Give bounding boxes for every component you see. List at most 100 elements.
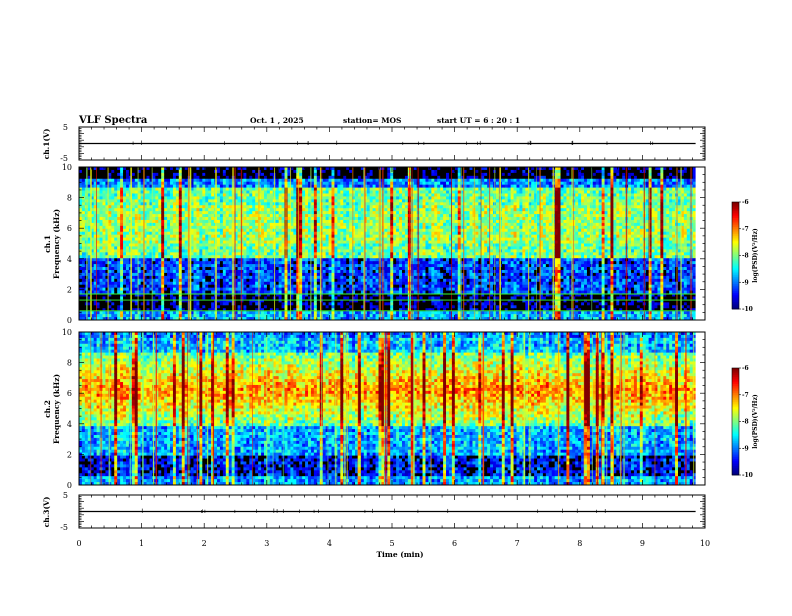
heatmap-cell bbox=[173, 273, 176, 276]
heatmap-cell bbox=[158, 311, 161, 314]
heatmap-cell bbox=[329, 311, 332, 314]
heatmap-cell bbox=[147, 211, 150, 214]
heatmap-cell bbox=[167, 182, 170, 185]
heatmap-cell bbox=[173, 244, 176, 247]
heatmap-cell bbox=[164, 282, 167, 285]
heatmap-cell bbox=[182, 193, 185, 196]
heatmap-cell bbox=[199, 252, 202, 255]
heatmap-cell bbox=[182, 232, 185, 235]
heatmap-cell bbox=[264, 220, 267, 223]
heatmap-cell bbox=[185, 202, 188, 205]
heatmap-cell bbox=[311, 167, 314, 170]
heatmap-cell bbox=[176, 276, 179, 279]
heatmap-cell bbox=[202, 188, 205, 191]
heatmap-cell bbox=[334, 261, 337, 264]
heatmap-cell bbox=[185, 182, 188, 185]
heatmap-cell bbox=[202, 232, 205, 235]
heatmap-cell bbox=[194, 185, 197, 188]
heatmap-cell bbox=[326, 232, 329, 235]
heatmap-cell bbox=[196, 217, 199, 220]
heatmap-cell bbox=[120, 314, 123, 317]
heatmap-cell bbox=[173, 249, 176, 252]
heatmap-cell bbox=[282, 205, 285, 208]
heatmap-cell bbox=[299, 226, 302, 229]
heatmap-cell bbox=[249, 305, 252, 308]
heatmap-cell bbox=[100, 232, 103, 235]
heatmap-cell bbox=[332, 173, 335, 176]
heatmap-cell bbox=[255, 302, 258, 305]
heatmap-cell bbox=[155, 255, 158, 258]
heatmap-cell bbox=[170, 182, 173, 185]
heatmap-cell bbox=[97, 302, 100, 305]
heatmap-cell bbox=[217, 185, 220, 188]
heatmap-cell bbox=[120, 279, 123, 282]
heatmap-cell bbox=[293, 193, 296, 196]
heatmap-cell bbox=[293, 170, 296, 173]
heatmap-cell bbox=[158, 285, 161, 288]
heatmap-cell bbox=[170, 314, 173, 317]
heatmap-cell bbox=[302, 279, 305, 282]
heatmap-cell bbox=[196, 199, 199, 202]
heatmap-cell bbox=[343, 246, 346, 249]
heatmap-cell bbox=[267, 279, 270, 282]
heatmap-cell bbox=[261, 291, 264, 294]
heatmap-cell bbox=[108, 255, 111, 258]
heatmap-cell bbox=[279, 288, 282, 291]
heatmap-cell bbox=[164, 205, 167, 208]
heatmap-cell bbox=[282, 199, 285, 202]
heatmap-cell bbox=[326, 202, 329, 205]
heatmap-cell bbox=[114, 264, 117, 267]
heatmap-cell bbox=[167, 167, 170, 170]
heatmap-cell bbox=[267, 179, 270, 182]
heatmap-cell bbox=[332, 302, 335, 305]
heatmap-cell bbox=[337, 185, 340, 188]
heatmap-cell bbox=[126, 196, 129, 199]
heatmap-cell bbox=[179, 264, 182, 267]
heatmap-cell bbox=[120, 223, 123, 226]
heatmap-cell bbox=[346, 235, 349, 238]
heatmap-cell bbox=[205, 305, 208, 308]
heatmap-cell bbox=[205, 288, 208, 291]
heatmap-cell bbox=[120, 211, 123, 214]
heatmap-cell bbox=[164, 302, 167, 305]
heatmap-cell bbox=[202, 202, 205, 205]
heatmap-cell bbox=[185, 238, 188, 241]
heatmap-cell bbox=[182, 199, 185, 202]
heatmap-cell bbox=[111, 246, 114, 249]
heatmap-cell bbox=[270, 276, 273, 279]
heatmap-cell bbox=[179, 311, 182, 314]
heatmap-cell bbox=[79, 252, 82, 255]
heatmap-cell bbox=[100, 205, 103, 208]
heatmap-cell bbox=[238, 170, 241, 173]
heatmap-cell bbox=[270, 249, 273, 252]
heatmap-cell bbox=[123, 288, 126, 291]
heatmap-cell bbox=[179, 244, 182, 247]
heatmap-cell bbox=[243, 179, 246, 182]
heatmap-cell bbox=[311, 173, 314, 176]
heatmap-cell bbox=[123, 220, 126, 223]
heatmap-cell bbox=[111, 185, 114, 188]
heatmap-cell bbox=[261, 223, 264, 226]
heatmap-cell bbox=[270, 314, 273, 317]
heatmap-cell bbox=[182, 188, 185, 191]
heatmap-cell bbox=[311, 229, 314, 232]
ch1-ytick-top: 5 bbox=[63, 123, 68, 132]
heatmap-cell bbox=[147, 288, 150, 291]
heatmap-cell bbox=[261, 314, 264, 317]
heatmap-cell bbox=[329, 199, 332, 202]
heatmap-cell bbox=[229, 208, 232, 211]
heatmap-cell bbox=[97, 188, 100, 191]
heatmap-cell bbox=[334, 185, 337, 188]
heatmap-cell bbox=[264, 285, 267, 288]
heatmap-cell bbox=[211, 244, 214, 247]
heatmap-cell bbox=[246, 214, 249, 217]
heatmap-cell bbox=[111, 305, 114, 308]
heatmap-cell bbox=[293, 211, 296, 214]
heatmap-cell bbox=[199, 205, 202, 208]
heatmap-cell bbox=[114, 267, 117, 270]
heatmap-cell bbox=[147, 208, 150, 211]
heatmap-cell bbox=[152, 267, 155, 270]
heatmap-cell bbox=[102, 232, 105, 235]
heatmap-cell bbox=[337, 170, 340, 173]
heatmap-cell bbox=[349, 255, 352, 258]
